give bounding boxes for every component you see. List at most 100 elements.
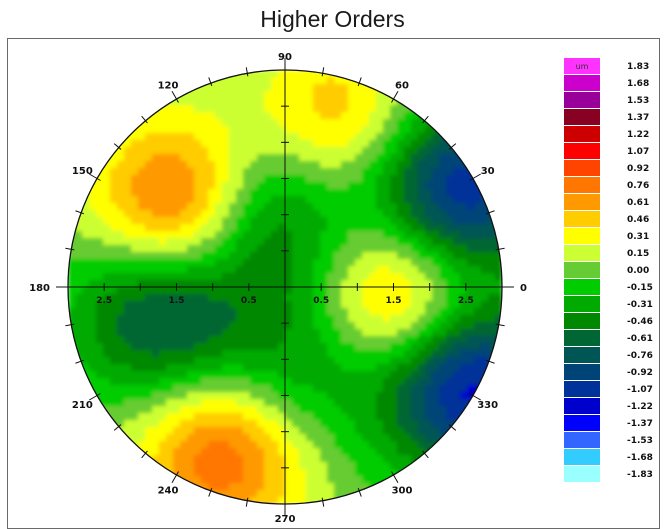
contour-cell	[236, 77, 244, 85]
contour-cell	[180, 273, 188, 281]
contour-cell	[467, 175, 475, 183]
contour-cell	[215, 147, 223, 155]
contour-cell	[187, 252, 195, 260]
contour-cell	[131, 441, 139, 449]
contour-cell	[404, 224, 412, 232]
contour-cell	[138, 126, 146, 134]
contour-cell	[467, 371, 475, 379]
contour-cell	[341, 154, 349, 162]
contour-cell	[432, 196, 440, 204]
contour-cell	[334, 98, 342, 106]
contour-cell	[362, 308, 370, 316]
contour-cell	[96, 266, 104, 274]
contour-cell	[285, 385, 293, 393]
contour-cell	[180, 252, 188, 260]
contour-cell	[474, 231, 482, 239]
contour-cell	[152, 385, 160, 393]
contour-cell	[222, 385, 230, 393]
contour-cell	[390, 469, 398, 477]
contour-cell	[187, 336, 195, 344]
contour-cell	[355, 231, 363, 239]
contour-cell	[257, 497, 265, 504]
contour-cell	[215, 455, 223, 463]
contour-cell	[236, 420, 244, 428]
contour-cell	[250, 112, 258, 120]
contour-cell	[348, 231, 356, 239]
contour-cell	[236, 294, 244, 302]
contour-cell	[355, 483, 363, 491]
contour-cell	[453, 308, 461, 316]
contour-cell	[278, 406, 286, 414]
contour-cell	[250, 154, 258, 162]
contour-cell	[355, 126, 363, 134]
contour-cell	[285, 483, 293, 491]
contour-cell	[285, 322, 293, 330]
contour-cell	[369, 413, 377, 421]
contour-cell	[271, 441, 279, 449]
contour-cell	[404, 182, 412, 190]
contour-cell	[446, 280, 454, 288]
contour-cell	[362, 364, 370, 372]
contour-cell	[383, 357, 391, 365]
contour-cell	[152, 203, 160, 211]
contour-cell	[383, 301, 391, 309]
contour-cell	[278, 413, 286, 421]
colorbar-swatch	[564, 228, 600, 244]
contour-cell	[215, 287, 223, 295]
contour-cell	[446, 413, 454, 421]
contour-cell	[264, 252, 272, 260]
contour-cell	[201, 287, 209, 295]
contour-cell	[390, 301, 398, 309]
contour-cell	[194, 175, 202, 183]
contour-cell	[138, 189, 146, 197]
contour-cell	[467, 392, 475, 400]
radial-tick-label: 0.5	[313, 296, 329, 306]
contour-cell	[89, 315, 97, 323]
contour-cell	[264, 287, 272, 295]
radial-tick-label: 2.5	[96, 296, 112, 306]
contour-cell	[376, 462, 384, 470]
contour-cell	[397, 315, 405, 323]
contour-cell	[201, 434, 209, 442]
contour-cell	[222, 441, 230, 449]
contour-cell	[278, 252, 286, 260]
contour-cell	[264, 308, 272, 316]
contour-cell	[404, 441, 412, 449]
contour-cell	[306, 105, 314, 113]
contour-cell	[152, 392, 160, 400]
angle-tick	[357, 77, 362, 87]
contour-cell	[208, 322, 216, 330]
contour-cell	[313, 469, 321, 477]
contour-cell	[397, 364, 405, 372]
contour-cell	[369, 350, 377, 358]
contour-cell	[166, 406, 174, 414]
contour-cell	[495, 294, 502, 302]
contour-cell	[453, 357, 461, 365]
contour-cell	[285, 273, 293, 281]
contour-cell	[453, 266, 461, 274]
contour-cell	[488, 329, 496, 337]
contour-cell	[208, 294, 216, 302]
contour-cell	[257, 364, 265, 372]
contour-cell	[264, 126, 272, 134]
contour-cell	[236, 308, 244, 316]
contour-cell	[138, 364, 146, 372]
contour-cell	[467, 385, 475, 393]
contour-cell	[432, 133, 440, 141]
contour-cell	[131, 343, 139, 351]
colorbar-swatch	[564, 143, 600, 159]
contour-cell	[152, 133, 160, 141]
contour-cell	[159, 441, 167, 449]
contour-cell	[166, 266, 174, 274]
contour-cell	[96, 378, 104, 386]
contour-cell	[348, 364, 356, 372]
contour-cell	[488, 322, 496, 330]
contour-cell	[152, 322, 160, 330]
contour-cell	[180, 294, 188, 302]
contour-cell	[117, 294, 125, 302]
contour-cell	[271, 336, 279, 344]
contour-cell	[215, 119, 223, 127]
contour-cell	[376, 364, 384, 372]
contour-cell	[250, 84, 258, 92]
contour-cell	[124, 182, 132, 190]
